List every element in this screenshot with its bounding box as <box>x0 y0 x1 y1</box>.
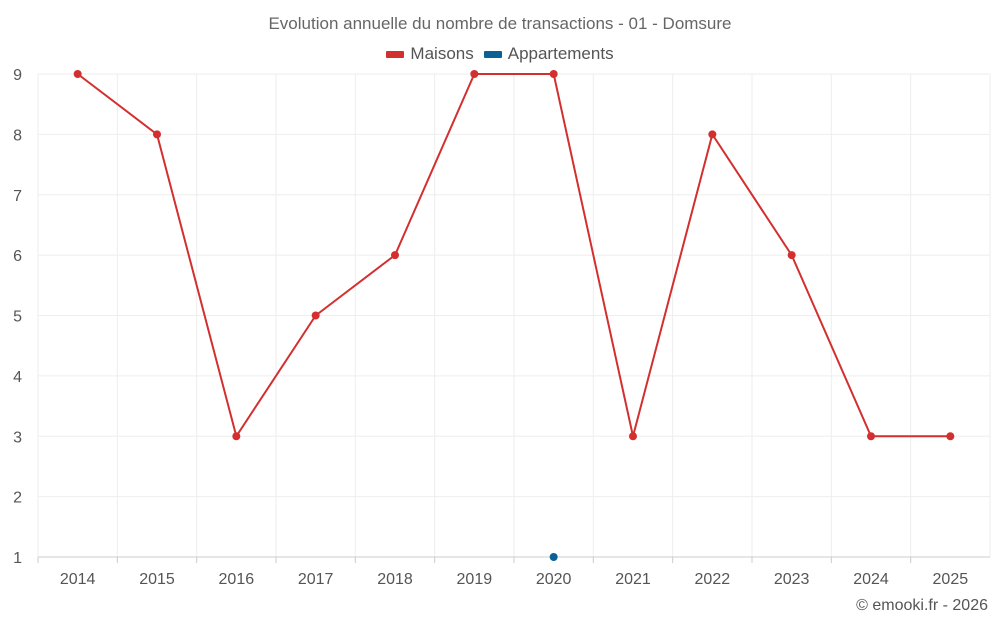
x-tick-label: 2014 <box>60 571 96 588</box>
x-tick-label: 2016 <box>219 571 255 588</box>
x-tick-label: 2020 <box>536 571 572 588</box>
legend: Maisons Appartements <box>0 44 1000 64</box>
y-tick-label: 1 <box>13 550 22 567</box>
legend-label-maisons: Maisons <box>410 44 474 63</box>
x-tick-label: 2025 <box>933 571 969 588</box>
y-tick-label: 2 <box>13 490 22 507</box>
legend-swatch-maisons <box>386 50 405 58</box>
x-tick-label: 2024 <box>853 571 889 588</box>
y-tick-label: 5 <box>13 309 22 326</box>
x-tick-label: 2017 <box>298 571 334 588</box>
x-tick-label: 2023 <box>774 571 810 588</box>
legend-label-appartements: Appartements <box>507 44 614 63</box>
data-point-maisons <box>311 311 320 320</box>
y-tick-label: 7 <box>13 188 22 205</box>
legend-item-appartements[interactable]: Appartements <box>483 44 614 64</box>
chart-title: Evolution annuelle du nombre de transact… <box>268 14 732 33</box>
data-point-maisons <box>73 70 82 78</box>
x-tick-label: 2019 <box>457 571 493 588</box>
series-line-maisons <box>77 73 951 438</box>
data-point-maisons <box>153 130 161 139</box>
data-point-maisons <box>787 251 796 260</box>
data-point-maisons <box>708 130 717 139</box>
data-point-maisons <box>391 251 399 260</box>
legend-item-maisons[interactable]: Maisons <box>386 44 474 64</box>
y-tick-label: 4 <box>13 369 22 386</box>
x-tick-label: 2022 <box>695 571 731 588</box>
data-point-maisons <box>232 432 241 441</box>
credit-text: © emooki.fr - 2026 <box>856 597 988 614</box>
data-point-maisons <box>946 432 955 441</box>
data-point-maisons <box>549 70 558 78</box>
x-tick-label: 2015 <box>139 571 175 588</box>
y-tick-label: 6 <box>13 248 22 265</box>
data-point-maisons <box>867 432 875 441</box>
x-tick-label: 2021 <box>615 571 651 588</box>
data-point-maisons <box>629 432 637 441</box>
y-tick-label: 3 <box>13 429 22 446</box>
x-tick-label: 2018 <box>377 571 413 588</box>
data-point-maisons <box>470 70 479 78</box>
legend-swatch-appartements <box>483 50 502 58</box>
y-tick-label: 8 <box>13 127 22 144</box>
y-tick-label: 9 <box>13 67 22 84</box>
data-point-appartements <box>549 553 558 561</box>
